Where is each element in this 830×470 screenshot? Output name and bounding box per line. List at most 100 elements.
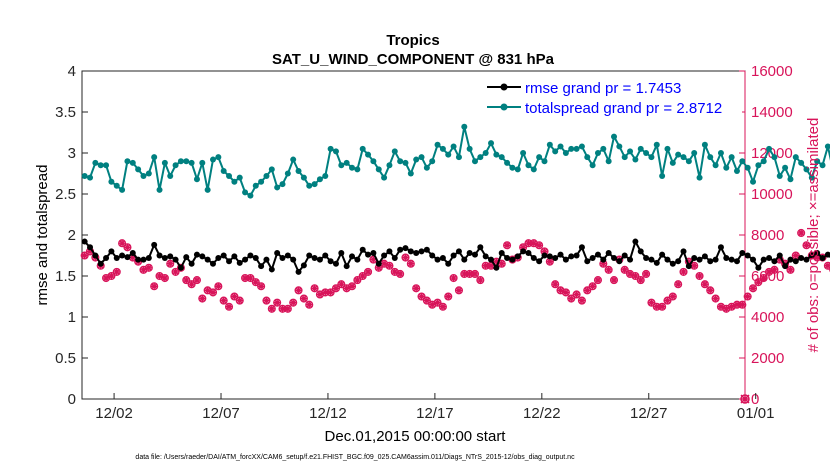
rmse-point bbox=[680, 248, 687, 255]
rmse-point bbox=[215, 254, 222, 261]
rmse-point bbox=[274, 250, 281, 257]
totalspread-point bbox=[129, 159, 136, 166]
obs-assimilated-point bbox=[391, 268, 399, 276]
x-tick-label: 12/07 bbox=[202, 405, 240, 422]
totalspread-point bbox=[744, 164, 751, 171]
obs-assimilated-point bbox=[498, 260, 506, 268]
legend-marker-totalspread bbox=[500, 103, 508, 111]
rmse-point bbox=[557, 251, 564, 258]
totalspread-point bbox=[584, 154, 591, 161]
obs-assimilated-point bbox=[530, 239, 538, 247]
totalspread-point bbox=[536, 154, 543, 161]
rmse-point bbox=[739, 250, 746, 257]
obs-assimilated-point bbox=[519, 243, 527, 251]
totalspread-point bbox=[193, 176, 200, 183]
totalspread-point bbox=[161, 159, 168, 166]
obs-assimilated-point bbox=[487, 262, 495, 270]
totalspread-point bbox=[365, 151, 372, 158]
obs-assimilated-point bbox=[476, 276, 484, 284]
totalspread-point bbox=[455, 154, 462, 161]
obs-assimilated-point bbox=[289, 299, 297, 307]
totalspread-point bbox=[701, 141, 708, 148]
rmse-point bbox=[675, 258, 682, 265]
totalspread-point bbox=[717, 150, 724, 156]
rmse-point bbox=[445, 260, 452, 267]
left-tick-label: 0 bbox=[68, 391, 76, 408]
obs-assimilated-point bbox=[145, 264, 153, 272]
obs-assimilated-point bbox=[327, 288, 335, 296]
totalspread-point bbox=[434, 141, 441, 148]
obs-assimilated-point bbox=[161, 274, 169, 282]
totalspread-point bbox=[140, 172, 147, 179]
rmse-point bbox=[423, 246, 430, 253]
rmse-point bbox=[375, 260, 382, 267]
obs-assimilated-point bbox=[123, 243, 132, 251]
data-file-footnote: data file: /Users/raeder/DAI/ATM_forcXX/… bbox=[135, 454, 575, 461]
totalspread-point bbox=[204, 186, 211, 193]
x-tick-label: 12/02 bbox=[95, 405, 133, 422]
totalspread-point bbox=[578, 143, 585, 150]
totalspread-point bbox=[627, 148, 634, 155]
totalspread-point bbox=[482, 150, 489, 156]
obs-assimilated-point bbox=[305, 301, 313, 309]
totalspread-point bbox=[824, 143, 830, 150]
totalspread-point bbox=[461, 123, 468, 130]
obs-assimilated-point bbox=[337, 280, 345, 288]
obs-assimilated-point bbox=[589, 282, 597, 290]
rmse-point bbox=[627, 256, 634, 263]
rmse-point bbox=[188, 260, 195, 267]
rmse-point bbox=[771, 258, 778, 265]
obs-assimilated-point bbox=[300, 294, 308, 303]
rmse-point bbox=[520, 248, 527, 255]
rmse-point bbox=[316, 256, 323, 263]
totalspread-point bbox=[471, 158, 478, 165]
rmse-point bbox=[808, 252, 815, 259]
rmse-point bbox=[525, 250, 532, 257]
totalspread-point bbox=[274, 184, 281, 191]
rmse-point bbox=[381, 252, 388, 259]
rmse-point bbox=[418, 248, 425, 255]
obs-assimilated-point bbox=[129, 253, 137, 262]
totalspread-point bbox=[402, 159, 409, 166]
rmse-point bbox=[386, 248, 393, 255]
totalspread-point bbox=[648, 154, 655, 161]
rmse-point bbox=[306, 252, 313, 259]
rmse-point bbox=[477, 244, 484, 251]
right-tick-label: 8000 bbox=[751, 227, 784, 244]
rmse-point bbox=[605, 250, 612, 257]
obs-assimilated-point bbox=[439, 303, 447, 311]
rmse-point bbox=[129, 250, 136, 257]
obs-assimilated-point bbox=[412, 284, 420, 292]
totalspread-point bbox=[145, 170, 152, 177]
totalspread-point bbox=[327, 145, 334, 152]
rmse-point bbox=[723, 254, 730, 261]
obs-assimilated-point bbox=[188, 280, 196, 288]
totalspread-point bbox=[525, 162, 532, 169]
obs-assimilated-point bbox=[450, 274, 458, 282]
totalspread-point bbox=[675, 151, 682, 158]
totalspread-point bbox=[568, 145, 575, 152]
obs-assimilated-point bbox=[332, 284, 340, 292]
rmse-point bbox=[242, 256, 249, 263]
totalspread-point bbox=[600, 145, 607, 152]
obs-assimilated-point bbox=[695, 272, 704, 280]
obs-assimilated-point bbox=[401, 253, 410, 262]
obs-assimilated-point bbox=[113, 268, 121, 276]
rmse-point bbox=[819, 254, 826, 261]
rmse-point bbox=[798, 254, 805, 261]
obs-assimilated-point bbox=[637, 276, 645, 284]
rmse-point bbox=[632, 238, 639, 245]
obs-assimilated-point bbox=[631, 272, 639, 280]
left-tick-label: 3.5 bbox=[55, 104, 76, 121]
rmse-point bbox=[263, 256, 270, 263]
rmse-point bbox=[87, 244, 94, 251]
obs-assimilated-point bbox=[294, 286, 303, 294]
rmse-point bbox=[103, 254, 110, 261]
rmse-point bbox=[349, 253, 356, 260]
x-axis-label: Dec.01,2015 00:00:00 start bbox=[325, 428, 507, 445]
obs-assimilated-point bbox=[455, 286, 463, 294]
totalspread-point bbox=[493, 151, 500, 158]
totalspread-point bbox=[557, 143, 564, 150]
rmse-point bbox=[413, 250, 420, 257]
totalspread-point bbox=[156, 186, 163, 193]
